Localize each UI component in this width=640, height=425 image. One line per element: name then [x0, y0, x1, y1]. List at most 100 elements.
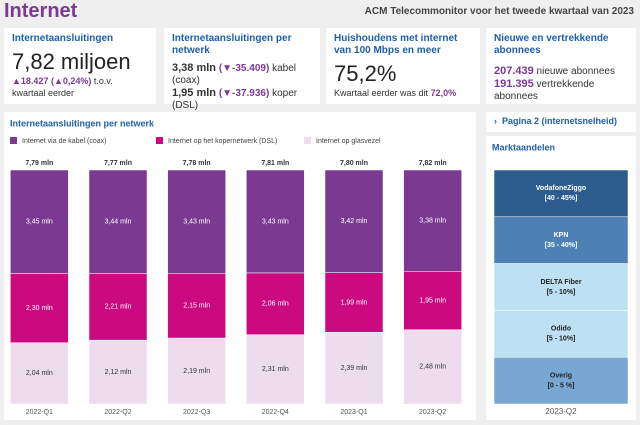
card-value: 75,2%	[334, 61, 397, 86]
market-segment	[493, 356, 629, 405]
legend-label: Internet op glasvezel	[316, 138, 381, 145]
line-value: 191.395	[494, 78, 534, 90]
nav-label[interactable]: Pagina 2 (internetsnelheid)	[502, 116, 618, 126]
legend-label: Internet via de kabel (coax)	[22, 138, 106, 145]
segment-name: Overig	[550, 372, 572, 379]
total-label: 7,81 mln	[261, 160, 289, 167]
line-name: nieuwe abonnees	[536, 66, 615, 77]
value-label: 2,12 mln	[105, 369, 132, 376]
card-note: t.o.v. kwartaal eerder	[12, 76, 113, 98]
card-title: Huishoudens met internet van 100 Mbps en…	[334, 33, 458, 56]
kpi-card: Internetaansluitingen per netwerk 3,38 m…	[164, 28, 320, 124]
total-label: 7,77 mln	[104, 160, 132, 167]
bar-segment	[403, 169, 462, 272]
line-name: kabel (coax)	[172, 63, 296, 86]
network-line: 3,38 mln (▼-35.409) kabel (coax)	[172, 62, 312, 87]
market-segment	[493, 216, 629, 264]
value-label: 3,43 mln	[183, 218, 210, 225]
bar-segment	[10, 273, 69, 343]
legend-swatch	[10, 137, 17, 144]
value-label: 2,31 mln	[262, 366, 289, 373]
x-tick-label: 2022-Q3	[183, 409, 210, 416]
x-tick-label: 2023-Q1	[340, 409, 367, 416]
bar-segment	[167, 169, 226, 274]
segment-range: [5 - 10%]	[547, 336, 576, 343]
total-label: 7,82 mln	[419, 160, 447, 167]
page-title: Internet	[4, 0, 78, 22]
value-label: 2,06 mln	[262, 301, 289, 308]
bar-segment	[10, 342, 69, 405]
market-category: 2023-Q2	[545, 407, 577, 416]
market-segment	[493, 310, 629, 358]
page-subtitle: ACM Telecommonitor voor het tweede kwart…	[364, 6, 634, 17]
kpi-card: Nieuwe en vertrekkende abonnees 207.439 …	[486, 28, 636, 104]
market-panel: Marktaandelen 2023-Q2 VodafoneZiggo [40 -…	[486, 136, 636, 420]
line-value: 207.439	[494, 65, 534, 77]
bar-segment	[403, 271, 462, 330]
market-chart: Marktaandelen 2023-Q2 VodafoneZiggo [40 -…	[492, 142, 629, 416]
nav-link[interactable]: › Pagina 2 (internetsnelheid)	[486, 112, 636, 132]
network-line: 1,95 mln (▼-37.936) koper (DSL)	[172, 87, 312, 112]
card-value: 7,82 miljoen	[12, 49, 131, 74]
bar-segment	[246, 334, 305, 405]
value-label: 2,04 mln	[26, 370, 53, 377]
value-label: 3,38 mln	[419, 217, 446, 224]
line-change: (▼-37.936)	[218, 88, 270, 99]
x-tick-label: 2022-Q4	[262, 409, 289, 416]
line-value: 1,95 mln	[172, 87, 217, 99]
value-label: 3,42 mln	[341, 218, 368, 225]
card-note-value: 72,0%	[430, 88, 457, 98]
market-segment	[493, 169, 629, 218]
bar-segment	[88, 169, 148, 274]
value-label: 1,95 mln	[419, 297, 446, 304]
bar-segment	[403, 329, 462, 405]
bar-segment	[246, 169, 305, 274]
bar-segment	[324, 332, 384, 405]
x-tick-label: 2022-Q2	[104, 409, 131, 416]
card-change-pct: (▲0,24%)	[50, 76, 92, 86]
card-title: Nieuwe en vertrekkende abonnees	[494, 33, 609, 56]
line-name: vertrekkende abonnees	[494, 79, 595, 102]
line-change: (▼-35.409)	[218, 63, 270, 74]
segment-name: KPN	[554, 232, 569, 239]
market-segment	[493, 263, 629, 311]
value-label: 1,99 mln	[341, 299, 368, 306]
bar-segment	[324, 169, 384, 273]
card-change: ▲18.427	[12, 76, 49, 86]
x-tick-label: 2022-Q1	[26, 409, 53, 416]
value-label: 2,21 mln	[105, 304, 132, 311]
card-title: Internetaansluitingen	[12, 33, 114, 44]
segment-range: [40 - 45%]	[545, 195, 578, 202]
value-label: 2,15 mln	[183, 303, 210, 310]
kpi-card: Huishoudens met internet van 100 Mbps en…	[326, 28, 480, 104]
segment-range: [0 - 5 %]	[548, 382, 575, 389]
market-title: Marktaandelen	[492, 142, 555, 152]
value-label: 3,43 mln	[262, 218, 289, 225]
total-label: 7,80 mln	[340, 160, 368, 167]
segment-name: DELTA Fiber	[540, 279, 581, 286]
x-tick-label: 2023-Q2	[419, 409, 446, 416]
legend-swatch	[156, 137, 163, 144]
card-note: Kwartaal eerder was dit	[334, 88, 429, 98]
value-label: 2,19 mln	[183, 368, 210, 375]
subscriber-line: 191.395 vertrekkende abonnees	[494, 78, 628, 103]
bar-segment	[324, 272, 384, 333]
chart-panel: Internetaansluitingen per netwerk Intern…	[4, 112, 476, 420]
value-label: 3,44 mln	[105, 219, 132, 226]
line-name: koper (DSL)	[172, 88, 298, 111]
segment-name: Odido	[551, 326, 571, 333]
segment-range: [5 - 10%]	[547, 289, 576, 296]
chart: Internetaansluitingen per netwerk Intern…	[10, 118, 462, 416]
bar-segment	[246, 272, 305, 335]
subscriber-line: 207.439 nieuwe abonnees	[494, 65, 628, 78]
value-label: 2,48 mln	[419, 364, 446, 371]
value-label: 2,30 mln	[26, 305, 53, 312]
segment-range: [35 - 40%]	[545, 242, 578, 249]
line-value: 3,38 mln	[172, 62, 217, 74]
value-label: 3,45 mln	[26, 219, 53, 226]
legend-swatch	[304, 137, 311, 144]
legend-label: Internet op het kopernetwerk (DSL)	[168, 138, 277, 145]
segment-name: VodafoneZiggo	[536, 185, 586, 192]
card-title: Internetaansluitingen per netwerk	[172, 33, 292, 56]
